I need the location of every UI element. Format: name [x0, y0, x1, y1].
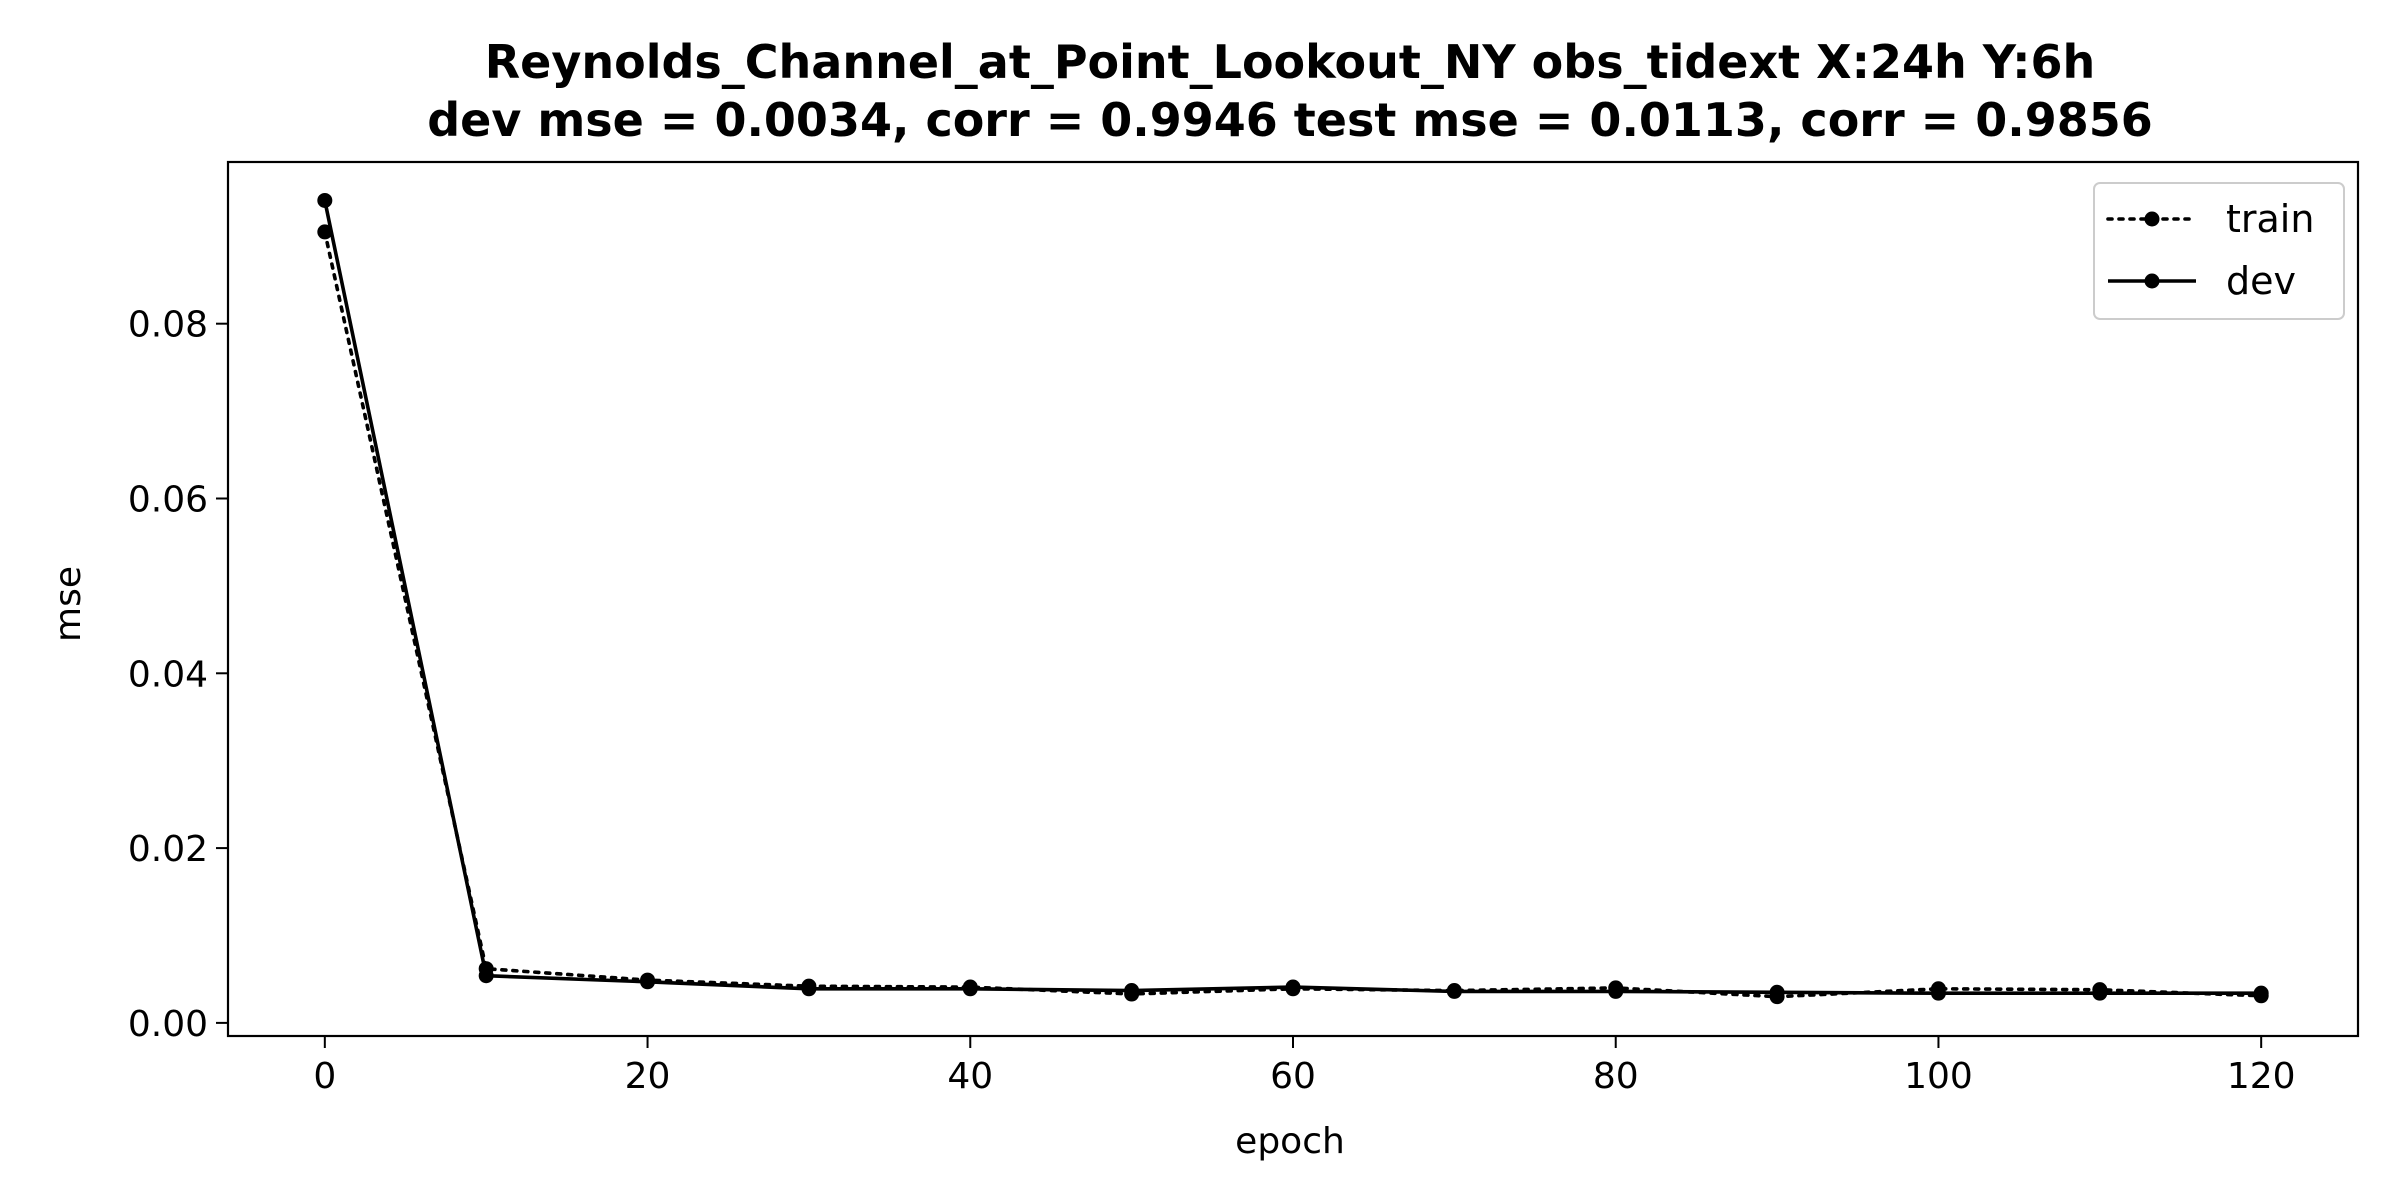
data-point-dev [478, 968, 494, 984]
x-tick-label: 20 [625, 1056, 671, 1097]
data-point-dev [1285, 979, 1301, 995]
legend: train dev [2093, 182, 2345, 320]
x-tick-label: 60 [1270, 1056, 1316, 1097]
x-tick-label: 120 [2227, 1056, 2296, 1097]
y-tick-label: 0.04 [128, 654, 208, 695]
chart-title: Reynolds_Channel_at_Point_Lookout_NY obs… [485, 35, 2096, 89]
y-axis: 0.00 0.02 0.04 0.06 0.08 [128, 305, 228, 1045]
data-point-dev [640, 974, 656, 990]
data-point-dev [1124, 983, 1140, 999]
y-tick-label: 0.02 [128, 829, 208, 870]
data-point-dev [2253, 985, 2269, 1001]
x-tick-label: 100 [1904, 1056, 1973, 1097]
x-tick-label: 40 [947, 1056, 993, 1097]
legend-label-dev: dev [2226, 259, 2296, 303]
plot-area [226, 160, 2360, 1038]
data-point-dev [962, 981, 978, 997]
data-point-dev [1769, 984, 1785, 1000]
data-point-dev [1930, 985, 1946, 1001]
y-tick-label: 0.06 [128, 479, 208, 520]
data-point-dev [2092, 985, 2108, 1001]
data-point-dev [1446, 983, 1462, 999]
x-tick-label: 80 [1593, 1056, 1639, 1097]
data-point-dev [801, 981, 817, 997]
y-tick-label: 0.08 [128, 305, 208, 346]
data-point-dev [317, 192, 333, 208]
data-point-dev [1608, 983, 1624, 999]
plot-frame [226, 160, 2360, 1038]
y-tick-label: 0.00 [128, 1004, 208, 1045]
chart-subtitle: dev mse = 0.0034, corr = 0.9946 test mse… [427, 93, 2153, 147]
x-axis: 0 20 40 60 80 100 120 [313, 1036, 2296, 1097]
series-layer [317, 192, 2269, 1005]
legend-label-train: train [2226, 197, 2314, 241]
y-axis-label: mse [48, 566, 89, 642]
x-tick-label: 0 [313, 1056, 336, 1097]
legend-marker-dev [2144, 273, 2160, 289]
data-point-train [317, 224, 333, 240]
legend-marker-train [2144, 211, 2160, 227]
x-axis-label: epoch [1235, 1121, 1345, 1162]
